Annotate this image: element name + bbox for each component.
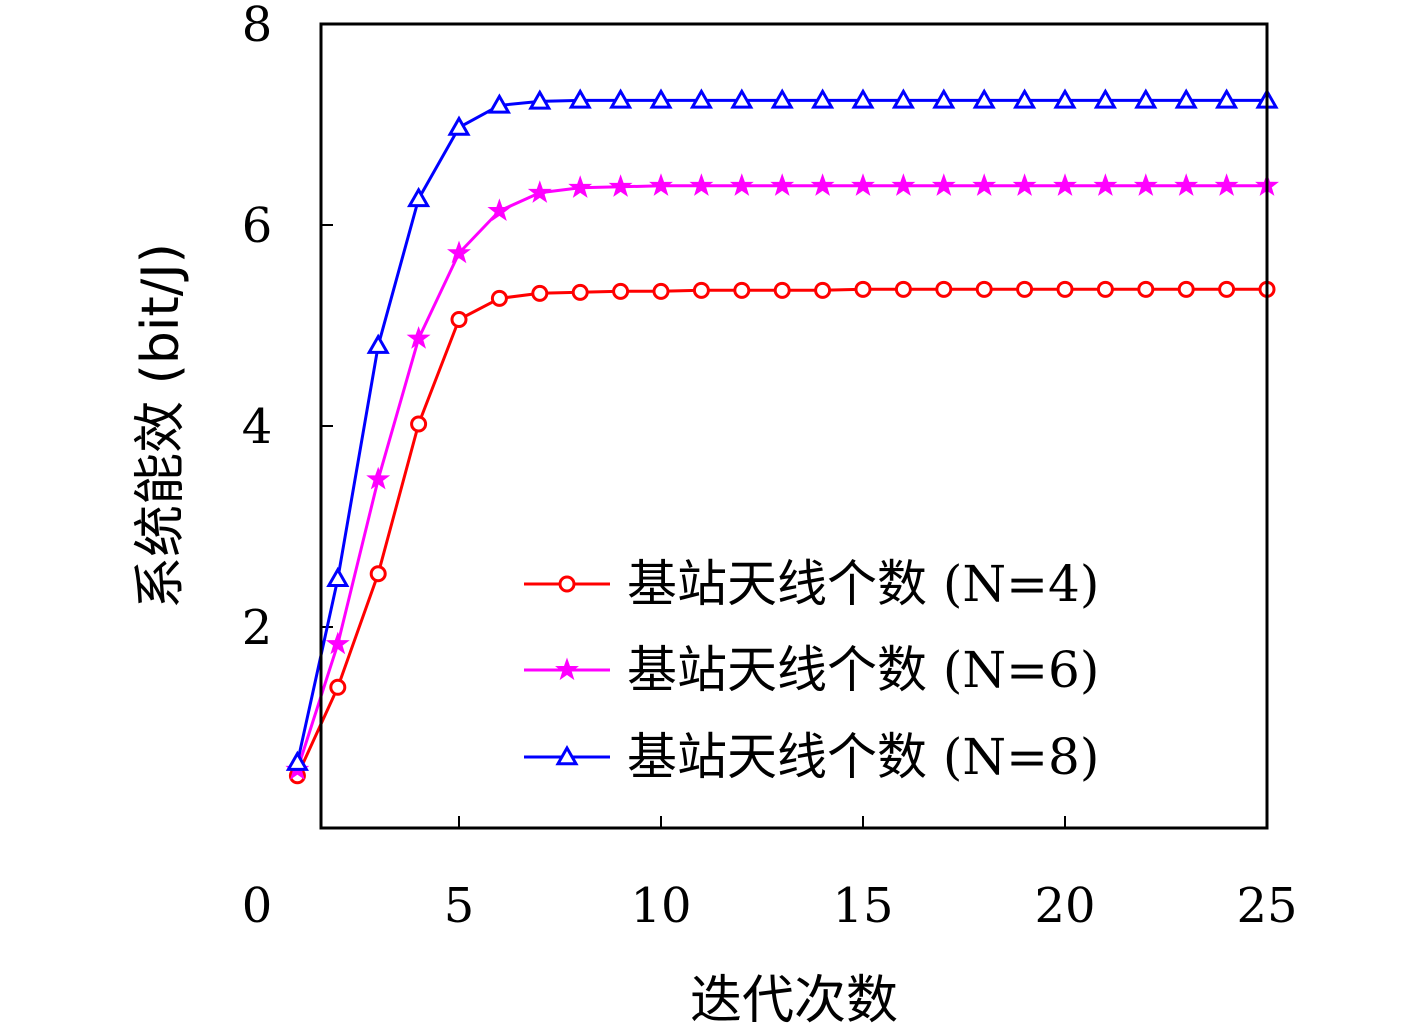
legend-marker	[555, 744, 579, 766]
data-point	[649, 88, 673, 109]
data-point	[1053, 173, 1077, 196]
series-1	[288, 280, 1276, 785]
data-point	[487, 93, 511, 114]
data-point	[1215, 88, 1239, 109]
data-point	[1056, 280, 1074, 298]
data-point	[854, 280, 872, 298]
legend: 基站天线个数 (N=4) 基站天线个数 (N=6) 基站天线个数 (N=8)	[524, 555, 1099, 786]
legend-label: 基站天线个数 (N=4)	[627, 555, 1099, 613]
data-point	[851, 88, 875, 109]
series-line	[296, 287, 1267, 777]
data-point	[447, 240, 471, 264]
y-tick-label: 2	[242, 600, 273, 656]
data-point	[733, 281, 751, 299]
data-point	[975, 280, 993, 298]
data-point	[811, 88, 835, 109]
data-point	[1218, 280, 1236, 298]
data-point	[689, 173, 714, 196]
x-tick-label: 20	[1034, 878, 1095, 934]
data-point	[1093, 173, 1118, 196]
data-point	[285, 750, 309, 771]
data-point	[1137, 280, 1155, 298]
x-tick-label: 15	[832, 878, 893, 934]
y-tick-label: 4	[242, 399, 273, 455]
legend-item: 基站天线个数 (N=4)	[524, 555, 1099, 613]
x-axis-label: 迭代次数	[690, 971, 898, 1031]
data-point	[773, 281, 791, 299]
data-point	[447, 115, 471, 136]
y-tick-label: 6	[242, 198, 273, 254]
data-point	[931, 173, 956, 196]
data-point	[1133, 173, 1158, 196]
data-point	[692, 281, 710, 299]
data-point	[1214, 173, 1239, 196]
data-point	[689, 88, 713, 109]
data-point	[729, 173, 754, 196]
data-point	[1053, 88, 1077, 109]
data-point	[810, 173, 835, 196]
data-point	[407, 186, 431, 208]
data-point	[652, 282, 670, 300]
data-point	[1012, 173, 1037, 196]
data-point	[609, 88, 633, 109]
data-point	[410, 415, 428, 433]
data-point	[649, 173, 673, 196]
legend-item: 基站天线个数 (N=8)	[524, 728, 1099, 786]
data-point	[450, 310, 468, 328]
x-tick-label: 0	[242, 878, 273, 934]
data-point	[1177, 280, 1195, 298]
data-point	[1016, 280, 1034, 298]
data-point	[1096, 280, 1114, 298]
legend-label: 基站天线个数 (N=8)	[627, 728, 1099, 786]
data-point	[369, 565, 387, 583]
data-point	[932, 88, 956, 109]
data-point	[972, 173, 997, 196]
legend-marker	[555, 657, 579, 681]
data-point	[325, 631, 350, 655]
x-tick-label: 5	[444, 878, 475, 934]
data-point	[366, 333, 390, 354]
data-point	[972, 88, 996, 109]
legend-label: 基站天线个数 (N=6)	[627, 641, 1099, 699]
data-point	[891, 88, 915, 109]
data-point	[571, 283, 589, 301]
y-axis-label: 系统能效 (bit/J)	[131, 243, 191, 609]
data-point	[366, 466, 391, 490]
y-tick-label: 8	[242, 0, 273, 53]
data-point	[814, 281, 832, 299]
data-point	[490, 289, 508, 307]
data-point	[891, 173, 916, 196]
x-tick-label: 10	[630, 878, 691, 934]
data-point	[612, 282, 630, 300]
data-point	[487, 198, 512, 222]
legend-marker	[558, 575, 576, 593]
data-point	[894, 280, 912, 298]
data-point	[326, 566, 350, 588]
data-point	[770, 173, 795, 196]
data-point	[1013, 88, 1037, 109]
data-point	[730, 88, 754, 109]
data-point	[406, 326, 431, 349]
series-3	[285, 88, 1279, 771]
data-point	[568, 88, 592, 109]
data-point	[1174, 173, 1199, 196]
data-point	[935, 280, 953, 298]
data-point	[1093, 88, 1117, 109]
legend-item: 基站天线个数 (N=6)	[524, 641, 1099, 699]
ticks-layer: 0 5 10 15 20 25 2 4 6 8	[242, 0, 1298, 934]
data-point	[329, 678, 347, 696]
data-point	[527, 180, 552, 203]
data-point	[531, 284, 549, 302]
data-point	[568, 175, 593, 198]
plot-frame	[319, 22, 1269, 830]
data-point	[1174, 88, 1198, 109]
data-point	[608, 174, 633, 197]
series-layer	[285, 88, 1279, 785]
data-point	[851, 173, 875, 196]
data-point	[528, 89, 552, 110]
data-point	[1134, 88, 1158, 109]
x-tick-label: 25	[1236, 878, 1297, 934]
data-point	[770, 88, 794, 109]
